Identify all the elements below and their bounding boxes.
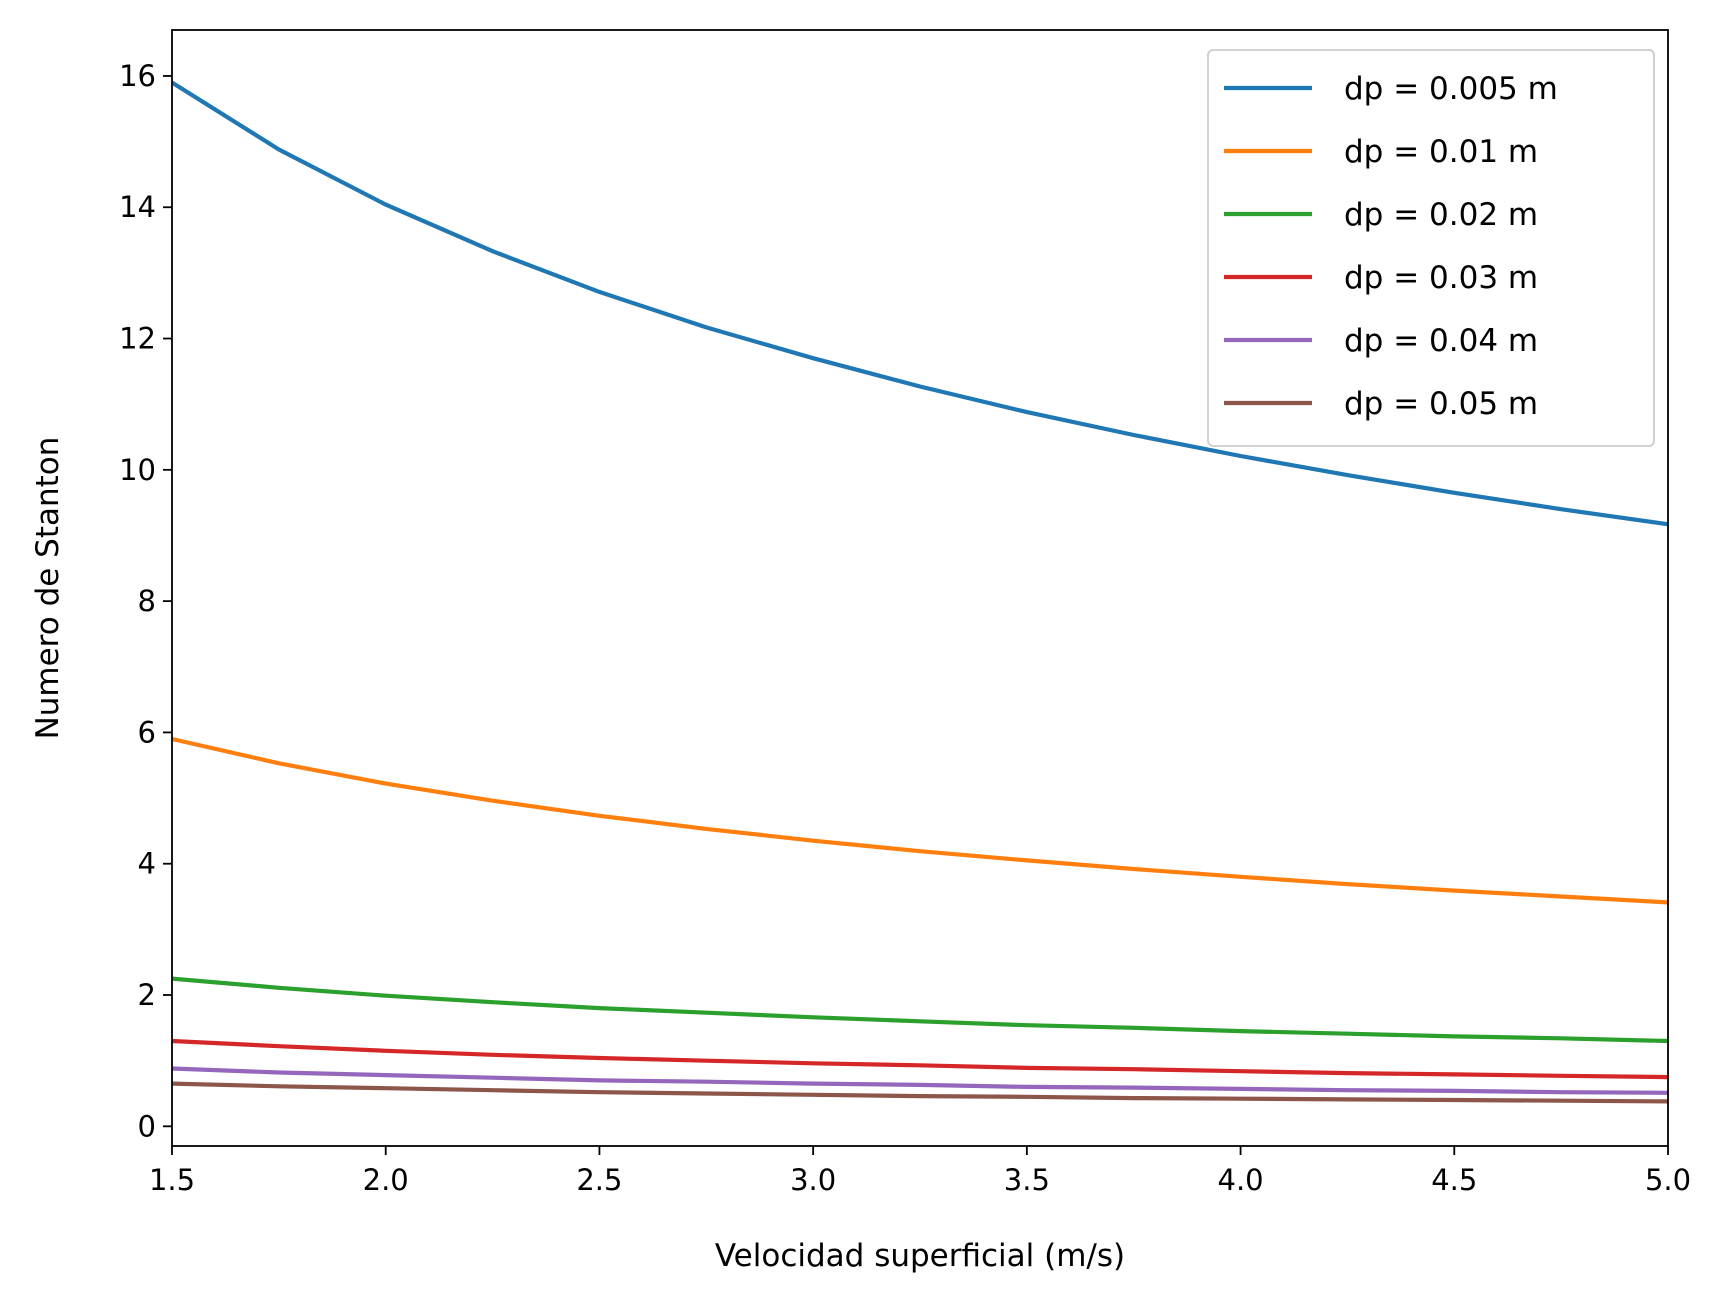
x-tick-label: 4.5 bbox=[1431, 1163, 1477, 1197]
y-tick-label: 8 bbox=[138, 584, 156, 618]
y-tick-label: 4 bbox=[138, 847, 156, 881]
legend-label: dp = 0.03 m bbox=[1344, 260, 1538, 296]
legend-box bbox=[1207, 49, 1655, 447]
x-tick-label: 2.0 bbox=[363, 1163, 409, 1197]
y-tick-label: 14 bbox=[119, 190, 156, 224]
y-axis: 0 2 4 6 8 10 12 14 16 bbox=[119, 59, 172, 1143]
series-line-4 bbox=[172, 1038, 1668, 1080]
series-line-1 bbox=[172, 80, 1668, 527]
x-tick-label: 3.0 bbox=[790, 1163, 836, 1197]
x-axis-label: Velocidad superficial (m/s) bbox=[715, 1238, 1125, 1274]
plot-frame bbox=[171, 29, 1669, 1147]
series-line-5 bbox=[172, 1066, 1668, 1095]
series-lines bbox=[172, 80, 1668, 1104]
x-tick-label: 1.5 bbox=[149, 1163, 195, 1197]
legend-label: dp = 0.01 m bbox=[1344, 134, 1538, 170]
legend-label: dp = 0.005 m bbox=[1344, 71, 1558, 107]
x-tick-label: 2.5 bbox=[576, 1163, 622, 1197]
series-line-3 bbox=[172, 976, 1668, 1044]
legend: dp = 0.005 m dp = 0.01 m dp = 0.02 m dp = 0… bbox=[1207, 49, 1655, 447]
x-tick-label: 3.5 bbox=[1004, 1163, 1050, 1197]
y-axis-label: Numero de Stanton bbox=[30, 437, 66, 740]
x-tick-label: 5.0 bbox=[1645, 1163, 1691, 1197]
x-tick-label: 4.0 bbox=[1218, 1163, 1264, 1197]
y-tick-label: 2 bbox=[138, 978, 156, 1012]
y-tick-label: 16 bbox=[119, 59, 156, 93]
series-line-2 bbox=[172, 736, 1668, 905]
y-tick-label: 0 bbox=[138, 1109, 156, 1143]
y-tick-label: 6 bbox=[138, 715, 156, 749]
series-line-6 bbox=[172, 1081, 1668, 1104]
y-tick-label: 10 bbox=[119, 453, 156, 487]
legend-label: dp = 0.05 m bbox=[1344, 386, 1538, 422]
y-tick-label: 12 bbox=[119, 322, 156, 356]
legend-label: dp = 0.02 m bbox=[1344, 197, 1538, 233]
x-axis: 1.5 2.0 2.5 3.0 3.5 4.0 4.5 5.0 bbox=[149, 1146, 1691, 1197]
legend-label: dp = 0.04 m bbox=[1344, 323, 1538, 359]
